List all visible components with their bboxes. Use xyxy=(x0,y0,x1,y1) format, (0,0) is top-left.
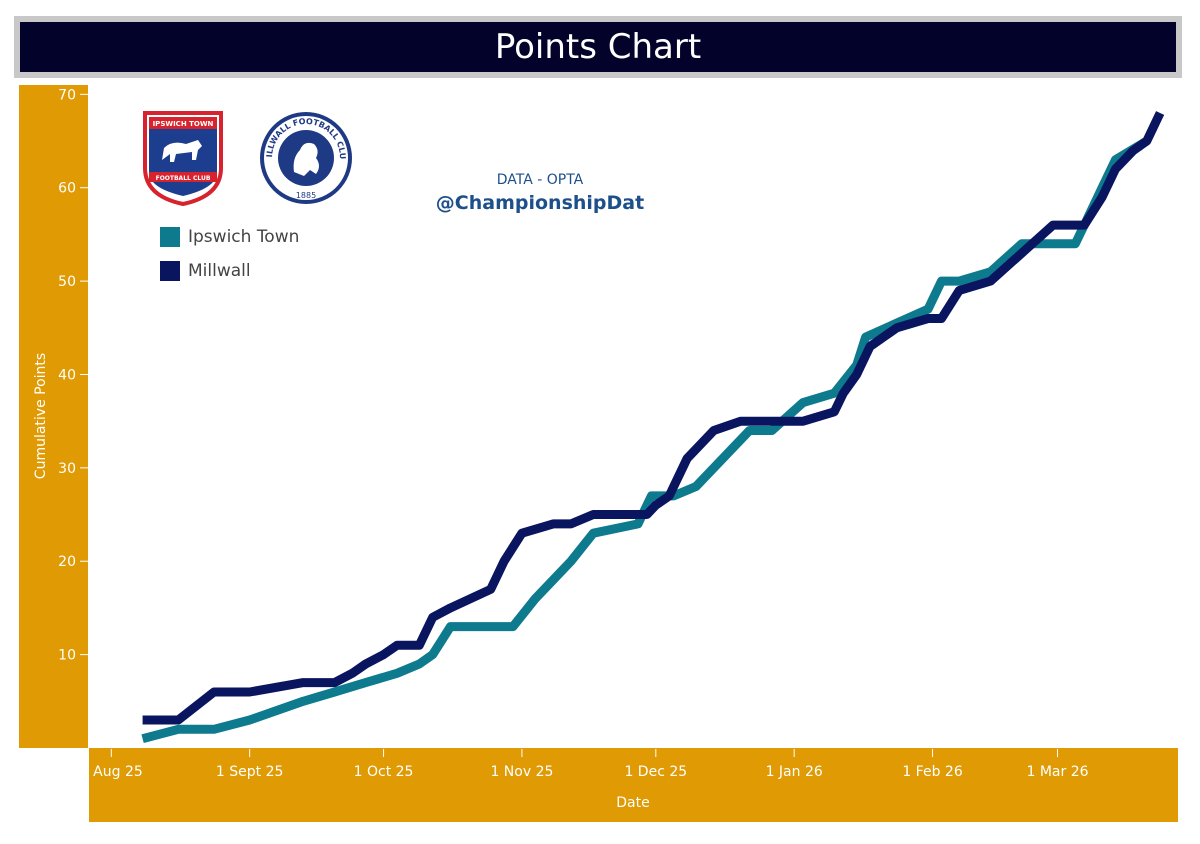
ipswich-town-crest: IPSWICH TOWN FOOTBALL CLUB xyxy=(143,111,223,206)
x-axis-band xyxy=(89,748,1178,822)
x-tick-label: 1 Jan 26 xyxy=(766,764,823,780)
legend-item: Ipswich Town xyxy=(160,220,299,254)
y-axis-ticks: 10 20 30 40 50 60 70 xyxy=(58,87,88,664)
ipswich-crest-top-text: IPSWICH TOWN xyxy=(153,120,214,128)
legend-swatch-ipswich xyxy=(160,227,180,247)
data-source-credit: DATA - OPTA xyxy=(496,172,584,188)
series-lines xyxy=(141,111,1165,744)
chart-legend: Ipswich Town Millwall xyxy=(160,220,299,288)
y-tick-label: 10 xyxy=(58,648,76,664)
series-line-millwall xyxy=(142,111,1165,725)
y-tick-label: 60 xyxy=(58,181,76,197)
legend-label: Ipswich Town xyxy=(188,227,300,247)
millwall-year: 1885 xyxy=(296,191,316,200)
author-handle: @ChampionshipDat xyxy=(435,192,645,214)
legend-label: Millwall xyxy=(188,261,251,281)
y-tick-label: 30 xyxy=(58,461,76,477)
y-tick-label: 40 xyxy=(58,367,76,383)
x-tick-label: 1 Nov 25 xyxy=(490,764,553,780)
y-axis-label: Cumulative Points xyxy=(33,353,49,479)
legend-swatch-millwall xyxy=(160,261,180,281)
y-tick-label: 50 xyxy=(58,274,76,290)
x-axis-label: Date xyxy=(616,795,649,811)
x-tick-label: 1 Dec 25 xyxy=(624,764,687,780)
chart-title: Points Chart xyxy=(20,22,1176,72)
x-tick-label: 1 Oct 25 xyxy=(354,764,414,780)
ipswich-crest-bottom-text: FOOTBALL CLUB xyxy=(156,175,211,182)
y-tick-label: 70 xyxy=(58,87,76,103)
y-axis-band xyxy=(19,85,88,748)
millwall-crest: MILLWALL FOOTBALL CLUB 1885 xyxy=(258,110,352,204)
x-tick-label: 1 Aug 25 xyxy=(80,764,143,780)
x-tick-label: 1 Sept 25 xyxy=(216,764,284,780)
legend-item: Millwall xyxy=(160,254,299,288)
x-tick-label: 1 Mar 26 xyxy=(1026,764,1088,780)
x-axis-ticks: 1 Aug 25 1 Sept 25 1 Oct 25 1 Nov 25 1 Dec 2… xyxy=(80,749,1089,780)
x-tick-label: 1 Feb 26 xyxy=(902,764,963,780)
y-tick-label: 20 xyxy=(58,554,76,570)
